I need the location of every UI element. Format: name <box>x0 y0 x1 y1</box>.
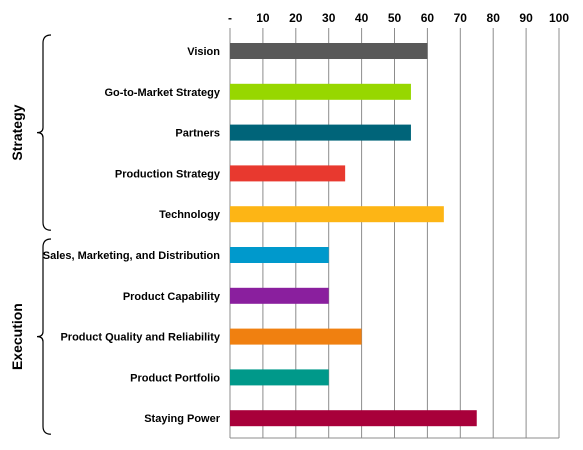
bar <box>230 369 329 386</box>
x-tick-label: - <box>228 11 232 25</box>
category-label: Production Strategy <box>115 168 221 180</box>
group-bracket <box>36 238 52 435</box>
bar <box>230 43 428 59</box>
category-label: Product Quality and Reliability <box>60 332 220 344</box>
category-label: Product Portfolio <box>130 372 220 384</box>
bar <box>230 83 411 100</box>
group-label: Execution <box>9 303 25 370</box>
category-label: Go-to-Market Strategy <box>104 87 220 99</box>
x-tick-label: 10 <box>256 11 270 25</box>
x-tick-label: 30 <box>322 11 336 25</box>
category-label: Vision <box>187 46 220 58</box>
x-axis-ticks: - 10 20 30 40 50 60 70 80 90 100 <box>228 11 569 25</box>
x-tick-label: 50 <box>388 11 402 25</box>
category-labels: Vision Go-to-Market Strategy Partners Produ… <box>43 46 221 425</box>
bar <box>230 410 477 427</box>
x-tick-label: 80 <box>487 11 501 25</box>
x-tick-label: 100 <box>549 11 569 25</box>
bar <box>230 124 411 141</box>
x-tick-label: 60 <box>421 11 435 25</box>
bars <box>230 43 477 427</box>
category-label: Sales, Marketing, and Distribution <box>43 250 221 262</box>
bar <box>230 206 444 223</box>
category-label: Staying Power <box>144 413 221 425</box>
bar <box>230 247 329 263</box>
x-tick-label: 40 <box>355 11 369 25</box>
group-bracket <box>36 34 52 231</box>
bar <box>230 165 346 182</box>
x-tick-label: 70 <box>454 11 468 25</box>
category-label: Partners <box>175 128 220 140</box>
group-label: Strategy <box>9 104 25 160</box>
category-label: Technology <box>159 209 221 221</box>
x-tick-label: 90 <box>519 11 533 25</box>
bar <box>230 328 362 345</box>
group-brackets: Strategy Execution <box>9 34 52 435</box>
bar <box>230 287 329 304</box>
x-tick-label: 20 <box>289 11 303 25</box>
category-label: Product Capability <box>123 291 221 303</box>
